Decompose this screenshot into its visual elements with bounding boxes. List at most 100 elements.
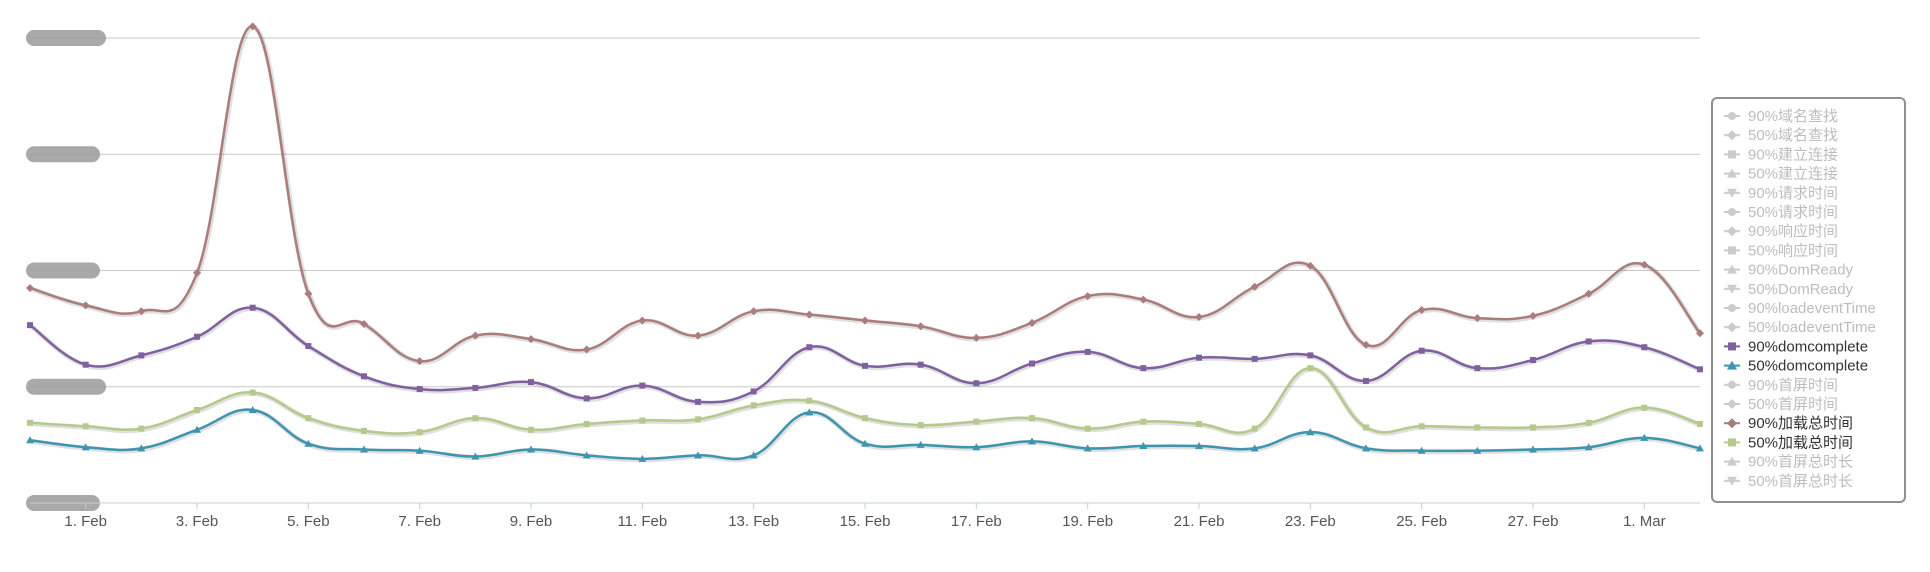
data-point [583, 420, 590, 427]
x-axis: 1. Feb 3. Feb 5. Feb 7. Feb 9. Feb 11. Feb 13.… [30, 502, 1700, 530]
data-point [416, 386, 423, 393]
legend-item[interactable]: 90%域名查找 [1724, 108, 1838, 125]
data-point [1474, 365, 1481, 372]
data-point [1418, 423, 1425, 430]
legend-marker-icon [1728, 380, 1736, 389]
data-point [694, 331, 702, 340]
data-point [360, 319, 368, 328]
data-point [138, 352, 145, 359]
legend-item[interactable]: 90%加载总时间 [1724, 415, 1853, 432]
legend-label: 50%DomReady [1748, 281, 1854, 298]
data-point [638, 454, 647, 462]
data-point [1195, 313, 1203, 321]
x-tick-label: 19. Feb [1062, 513, 1113, 530]
y-tick-label-redacted [26, 30, 106, 46]
x-tick-label: 11. Feb [617, 513, 667, 530]
legend-item[interactable]: 50%加载总时间 [1724, 434, 1853, 451]
legend-item[interactable]: 50%响应时间 [1724, 241, 1838, 259]
data-point [1641, 344, 1648, 351]
data-point [1306, 428, 1315, 436]
x-tick-label: 3. Feb [176, 513, 219, 530]
data-point [749, 307, 758, 316]
legend-label: 90%响应时间 [1748, 222, 1838, 240]
data-point [416, 429, 423, 436]
x-tick-label: 23. Feb [1285, 513, 1336, 530]
x-tick-label: 5. Feb [287, 513, 330, 530]
series-line [29, 25, 1701, 363]
data-point [1696, 329, 1704, 338]
data-point [249, 389, 256, 396]
legend-item[interactable]: 90%响应时间 [1724, 222, 1838, 240]
data-point [861, 439, 869, 447]
x-tick-label: 1. Mar [1623, 513, 1666, 530]
data-point [81, 443, 90, 451]
legend-item[interactable]: 50%请求时间 [1724, 204, 1838, 221]
legend-item[interactable]: 90%首屏时间 [1724, 377, 1838, 394]
data-point [1640, 433, 1649, 441]
legend-marker-icon [1727, 264, 1737, 274]
data-point [1139, 442, 1148, 450]
legend-marker-icon [1728, 304, 1736, 312]
legend-item[interactable]: 90%DomReady [1724, 262, 1854, 279]
data-point [917, 422, 924, 429]
legend-item[interactable]: 50%建立连接 [1724, 166, 1838, 183]
data-point [694, 451, 702, 459]
data-point [973, 418, 980, 425]
legend-marker-icon [1727, 226, 1737, 237]
data-point [1697, 366, 1703, 373]
legend-marker-icon [1727, 284, 1737, 294]
data-point [194, 407, 200, 413]
legend-item[interactable]: 90%domcomplete [1724, 338, 1868, 355]
legend-item[interactable]: 50%DomReady [1724, 281, 1854, 298]
legend-label: 90%建立连接 [1748, 146, 1838, 163]
x-tick-label: 9. Feb [510, 513, 553, 530]
legend-item[interactable]: 50%首屏总时长 [1724, 473, 1853, 490]
data-point [1251, 425, 1258, 432]
data-point [1640, 260, 1649, 269]
data-point [82, 423, 89, 430]
y-tick-label-redacted [26, 378, 106, 395]
legend-marker-icon [1728, 246, 1736, 255]
data-point [249, 304, 256, 311]
data-point [639, 417, 646, 424]
data-point [138, 425, 145, 432]
legend-item[interactable]: 50%域名查找 [1724, 127, 1838, 144]
legend-item[interactable]: 50%domcomplete [1724, 358, 1868, 375]
data-point [193, 425, 201, 433]
y-tick-label-redacted [26, 146, 100, 163]
data-point [1584, 443, 1593, 451]
data-point [193, 268, 201, 277]
data-point [26, 436, 34, 444]
data-point [862, 362, 868, 369]
legend-marker-icon [1728, 438, 1736, 447]
legend-label: 90%加载总时间 [1748, 415, 1853, 432]
legend-marker-icon [1727, 188, 1737, 198]
data-point [472, 415, 479, 422]
legend-item[interactable]: 90%loadeventTime [1724, 300, 1876, 317]
legend-label: 90%首屏总时长 [1748, 454, 1853, 471]
legend-item[interactable]: 90%建立连接 [1724, 146, 1838, 163]
x-tick-label: 27. Feb [1508, 513, 1559, 530]
data-point [750, 402, 757, 409]
legend-item[interactable]: 90%请求时间 [1724, 185, 1838, 202]
x-tick-label: 7. Feb [398, 513, 441, 530]
data-point [805, 408, 814, 416]
data-point [81, 301, 90, 310]
data-point [305, 415, 312, 422]
legend-marker-icon [1727, 130, 1737, 141]
legend-item[interactable]: 90%首屏总时长 [1724, 454, 1853, 471]
legend-marker-icon [1727, 168, 1737, 178]
data-point [806, 344, 813, 351]
legend-item[interactable]: 50%首屏时间 [1724, 396, 1838, 413]
data-point [695, 416, 701, 423]
data-point [304, 289, 313, 298]
data-point [82, 361, 89, 368]
data-point [1029, 360, 1035, 367]
legend-item[interactable]: 50%loadeventTime [1724, 319, 1876, 336]
series-50%domcomplete [26, 406, 1704, 463]
legend-marker-icon [1727, 476, 1737, 486]
data-point [916, 440, 925, 448]
data-point [1363, 377, 1369, 384]
legend-label: 50%域名查找 [1748, 127, 1838, 144]
